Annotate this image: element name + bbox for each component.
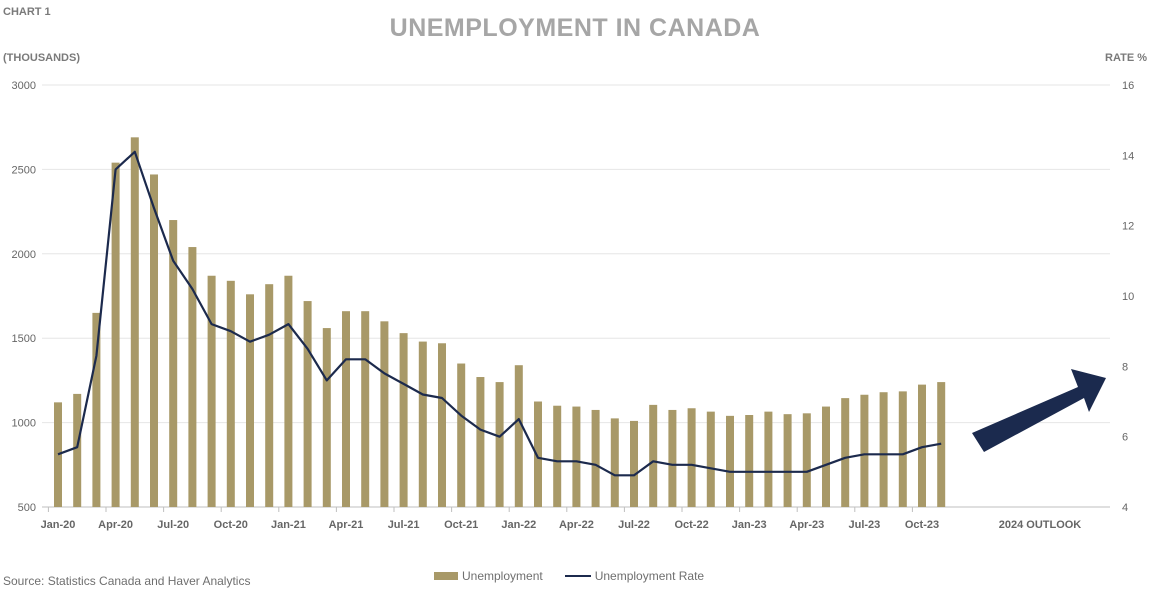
y-left-tick-label: 500 — [18, 502, 36, 514]
unemployment-bar — [380, 321, 389, 507]
x-tick-label: Apr-20 — [98, 519, 133, 531]
chart-number-label: CHART 1 — [3, 6, 51, 18]
y-right-tick-label: 4 — [1122, 502, 1128, 514]
x-tick-label: Jan-20 — [41, 519, 76, 531]
outlook-arrow-shape — [972, 369, 1106, 452]
unemployment-bar — [73, 393, 82, 507]
x-tick-label: Oct-21 — [444, 519, 478, 531]
unemployment-bar — [361, 311, 370, 507]
x-tick-label: Jul-23 — [849, 519, 881, 531]
x-tick-label: Apr-22 — [559, 519, 594, 531]
unemployment-bar — [303, 301, 312, 507]
unemployment-bar — [668, 409, 677, 507]
x-tick-label: Apr-21 — [329, 519, 364, 531]
outlook-arrow-icon — [972, 369, 1106, 452]
legend-label-unemployment: Unemployment — [462, 569, 543, 583]
y-left-tick-label: 2000 — [12, 249, 36, 261]
unemployment-bar — [630, 420, 638, 507]
unemployment-bar — [476, 377, 485, 507]
unemployment-bar — [783, 414, 792, 507]
y-left-tick-label: 1500 — [12, 333, 36, 345]
unemployment-bar — [188, 247, 197, 507]
left-axis-unit: (THOUSANDS) — [3, 52, 80, 64]
y-right-tick-label: 8 — [1122, 361, 1128, 373]
unemployment-bar — [591, 409, 600, 507]
y-left-tick-label: 3000 — [12, 80, 36, 92]
x-tick-label: Jan-22 — [501, 519, 536, 531]
left-y-axis: 500 1000 1500 2000 2500 3000 — [12, 80, 36, 514]
unemployment-bar — [726, 415, 734, 507]
x-tick-label: Jul-20 — [157, 519, 189, 531]
source-note: Source: Statistics Canada and Haver Anal… — [3, 574, 251, 588]
unemployment-bar — [841, 398, 850, 507]
unemployment-bar — [457, 363, 466, 507]
unemployment-bar — [764, 411, 773, 507]
unemployment-bar — [92, 312, 101, 507]
unemployment-rate-line-group — [57, 150, 942, 477]
y-left-tick-label: 1000 — [12, 418, 36, 430]
legend: Unemployment Unemployment Rate — [434, 569, 726, 583]
unemployment-bar — [610, 418, 619, 507]
unemployment-bar — [572, 406, 581, 507]
x-tick-label: Jul-21 — [388, 519, 420, 531]
x-axis: Jan-20 Apr-20 Jul-20 Oct-20 Jan-21 Apr-21 Jul-… — [41, 507, 1082, 531]
unemployment-bar — [207, 275, 216, 507]
unemployment-bar — [802, 413, 811, 507]
unemployment-bar — [918, 384, 926, 507]
y-right-tick-label: 6 — [1122, 432, 1128, 444]
right-y-axis: 4 6 8 10 12 14 16 — [1122, 80, 1134, 514]
unemployment-bar — [745, 415, 754, 507]
unemployment-bar — [438, 343, 446, 507]
unemployment-bar — [284, 275, 293, 507]
unemployment-bar — [130, 137, 139, 507]
chart-title: UNEMPLOYMENT IN CANADA — [389, 14, 761, 42]
x-tick-label: Jul-22 — [618, 519, 650, 531]
unemployment-bar — [342, 311, 350, 507]
x-tick-label: Oct-22 — [674, 519, 708, 531]
unemployment-bar — [169, 220, 178, 508]
unemployment-bar — [649, 404, 658, 507]
y-right-tick-label: 16 — [1122, 80, 1134, 92]
x-tick-label: Apr-23 — [789, 519, 824, 531]
legend-line-swatch — [564, 575, 591, 577]
legend-label-rate: Unemployment Rate — [594, 569, 705, 583]
unemployment-bar — [111, 162, 120, 507]
unemployment-bar — [860, 394, 869, 507]
y-right-tick-label: 14 — [1122, 150, 1134, 162]
unemployment-bar — [687, 408, 696, 507]
unemployment-bar — [534, 401, 542, 507]
x-tick-label: Oct-23 — [905, 519, 939, 531]
unemployment-bar — [898, 391, 907, 507]
x-tick-label: Jan-21 — [271, 519, 306, 531]
x-tick-label: Jan-23 — [732, 519, 767, 531]
unemployment-bar — [418, 341, 427, 507]
unemployment-bar — [265, 284, 274, 507]
unemployment-bar — [822, 406, 830, 507]
unemployment-bar — [322, 328, 331, 507]
legend-bar-swatch — [434, 572, 458, 580]
right-axis-unit: RATE % — [1105, 52, 1147, 64]
unemployment-bar — [553, 405, 562, 507]
legend-item-rate: Unemployment Rate — [564, 569, 705, 583]
unemployment-bar — [150, 174, 158, 508]
unemployment-bar — [54, 402, 62, 507]
unemployment-bar — [879, 392, 888, 507]
y-right-tick-label: 10 — [1122, 291, 1134, 303]
y-left-tick-label: 2500 — [12, 164, 36, 176]
unemployment-bar — [246, 294, 254, 507]
unemployment-bar — [226, 280, 235, 507]
unemployment-bar — [399, 333, 408, 507]
unemployment-bars — [54, 137, 946, 508]
unemployment-bar — [495, 382, 504, 507]
y-right-tick-label: 12 — [1122, 221, 1134, 233]
unemployment-bar — [514, 365, 523, 507]
unemployment-bar — [706, 411, 715, 507]
x-tick-label: Oct-20 — [214, 519, 248, 531]
unemployment-rate-line — [57, 150, 942, 477]
outlook-label: 2024 OUTLOOK — [999, 519, 1082, 531]
legend-item-unemployment: Unemployment — [434, 569, 543, 583]
